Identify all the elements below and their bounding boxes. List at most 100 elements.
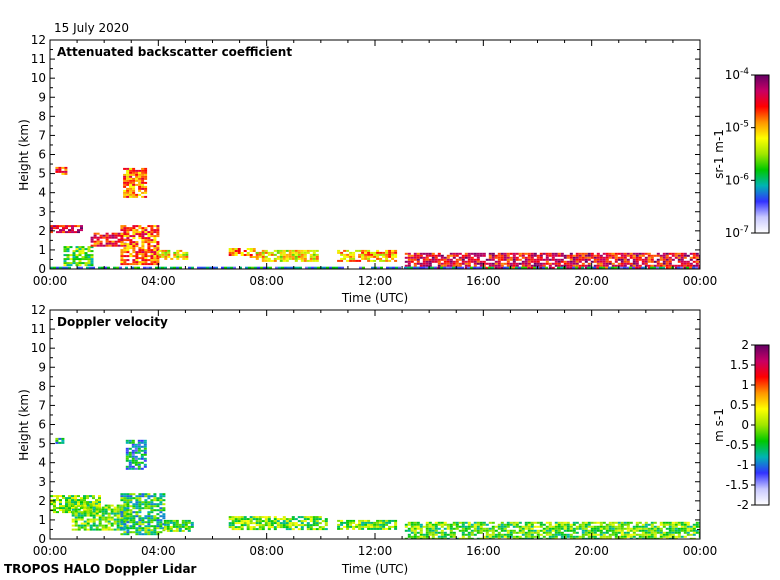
heatmap-cell	[539, 533, 543, 536]
heatmap-cell	[285, 255, 289, 258]
heatmap-cell	[388, 525, 392, 528]
heatmap-cell	[143, 445, 147, 448]
heatmap-cell	[203, 266, 206, 269]
heatmap-cell	[132, 249, 136, 252]
heatmap-cell	[569, 252, 573, 255]
heatmap-cell	[542, 258, 546, 261]
heatmap-cell	[144, 249, 148, 252]
heatmap-cell	[113, 508, 117, 511]
y-tick-label: 4	[38, 186, 46, 200]
heatmap-cell	[683, 260, 687, 263]
heatmap-cell	[560, 254, 564, 257]
heatmap-cell	[680, 527, 684, 530]
heatmap-cell	[237, 250, 241, 252]
heatmap-cell	[318, 522, 322, 525]
heatmap-cell	[527, 256, 531, 259]
heatmap-cell	[141, 533, 145, 536]
heatmap-cell	[364, 249, 368, 252]
heatmap-cell	[56, 266, 59, 269]
heatmap-cell	[147, 235, 151, 238]
heatmap-cell	[144, 261, 148, 264]
heatmap-cell	[503, 525, 507, 528]
heatmap-cell	[358, 527, 362, 530]
heatmap-cell	[72, 256, 76, 259]
heatmap-cell	[123, 195, 127, 198]
heatmap-cell	[482, 264, 486, 267]
heatmap-cell	[641, 260, 645, 263]
heatmap-cell	[385, 523, 389, 526]
heatmap-cell	[80, 503, 83, 506]
heatmap-cell	[388, 249, 392, 252]
heatmap-cell	[141, 249, 145, 252]
heatmap-cell	[80, 497, 83, 500]
heatmap-cell	[626, 533, 630, 536]
heatmap-cell	[340, 519, 344, 522]
heatmap-cell	[632, 529, 636, 532]
heatmap-cell	[605, 529, 609, 532]
heatmap-cell	[144, 173, 148, 176]
heatmap-cell	[59, 266, 62, 269]
heatmap-cell	[144, 231, 148, 234]
heatmap-cell	[605, 266, 609, 269]
heatmap-cell	[458, 537, 462, 539]
heatmap-cell	[95, 514, 99, 517]
heatmap-cell	[626, 525, 630, 528]
heatmap-cell	[231, 516, 235, 519]
heatmap-cell	[129, 253, 133, 256]
heatmap-cell	[120, 499, 124, 502]
heatmap-cell	[123, 244, 127, 247]
heatmap-cell	[355, 523, 359, 526]
heatmap-cell	[584, 527, 588, 530]
heatmap-cell	[581, 533, 585, 536]
heatmap-cell	[105, 232, 109, 235]
heatmap-cell	[122, 528, 126, 531]
heatmap-cell	[126, 507, 130, 510]
heatmap-cell	[461, 254, 465, 257]
heatmap-cell	[587, 262, 591, 265]
heatmap-cell	[137, 467, 141, 470]
heatmap-cell	[312, 259, 316, 262]
heatmap-cell	[512, 262, 516, 265]
heatmap-cell	[50, 229, 53, 232]
heatmap-cell	[425, 525, 429, 528]
heatmap-cell	[358, 525, 362, 528]
heatmap-cell	[515, 256, 519, 259]
heatmap-cell	[644, 533, 648, 536]
heatmap-cell	[512, 260, 516, 263]
heatmap-cell	[554, 260, 558, 263]
heatmap-cell	[623, 523, 627, 526]
heatmap-cell	[134, 457, 138, 460]
heatmap-cell	[69, 262, 73, 265]
heatmap-cell	[123, 239, 127, 242]
heatmap-cell	[695, 256, 699, 259]
heatmap-cell	[159, 507, 163, 510]
heatmap-cell	[689, 537, 693, 539]
heatmap-cell	[644, 529, 648, 532]
heatmap-cell	[674, 529, 678, 532]
heatmap-cell	[671, 529, 675, 532]
heatmap-cell	[173, 255, 177, 258]
heatmap-cell	[81, 246, 85, 249]
heatmap-cell	[273, 518, 277, 521]
heatmap-cell	[123, 533, 127, 536]
heatmap-cell	[75, 246, 79, 249]
heatmap-cell	[467, 252, 471, 255]
heatmap-cell	[614, 260, 618, 263]
heatmap-cell	[74, 522, 78, 525]
heatmap-cell	[179, 266, 182, 269]
heatmap-cell	[422, 256, 426, 259]
heatmap-cell	[358, 249, 362, 252]
heatmap-cell	[563, 521, 567, 524]
heatmap-cell	[273, 522, 277, 525]
heatmap-cell	[407, 266, 410, 269]
heatmap-cell	[443, 521, 447, 524]
heatmap-cell	[656, 531, 660, 534]
heatmap-cell	[132, 241, 136, 244]
heatmap-cell	[175, 529, 179, 532]
heatmap-cell	[512, 531, 516, 534]
heatmap-cell	[515, 537, 519, 539]
heatmap-cell	[87, 246, 91, 249]
heatmap-cell	[668, 266, 672, 269]
heatmap-cell	[166, 521, 170, 524]
heatmap-cell	[659, 529, 663, 532]
